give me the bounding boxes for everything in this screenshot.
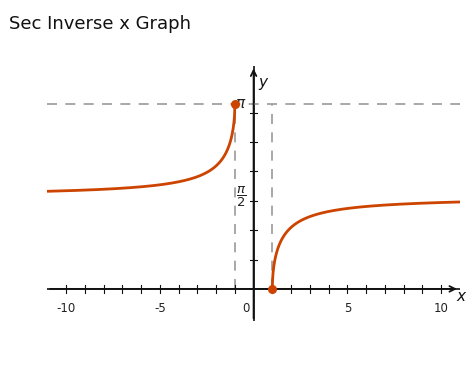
Text: -5: -5 — [154, 302, 166, 315]
Text: $\dfrac{\pi}{2}$: $\dfrac{\pi}{2}$ — [236, 185, 246, 209]
Text: 10: 10 — [434, 302, 448, 315]
Text: -10: -10 — [56, 302, 76, 315]
Text: 5: 5 — [344, 302, 351, 315]
Text: Sec Inverse x Graph: Sec Inverse x Graph — [9, 15, 191, 32]
Text: 0: 0 — [242, 302, 250, 315]
Text: $\pi$: $\pi$ — [235, 96, 246, 111]
Text: y: y — [258, 74, 267, 89]
Text: x: x — [456, 289, 465, 304]
